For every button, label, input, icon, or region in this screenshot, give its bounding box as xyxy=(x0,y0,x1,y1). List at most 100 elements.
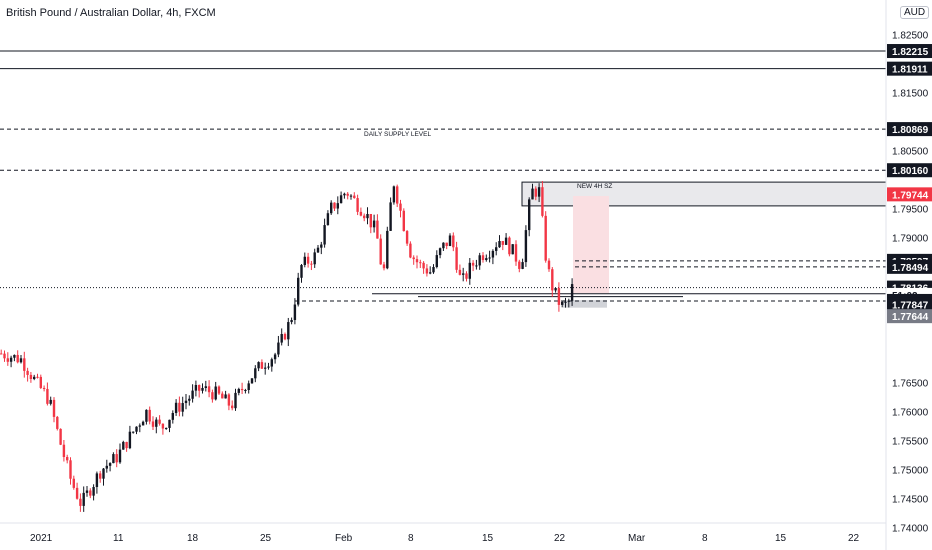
price-badge[interactable] xyxy=(887,187,932,202)
candle-body xyxy=(33,376,36,379)
candle-body xyxy=(92,487,95,496)
candle-body xyxy=(211,392,214,400)
candle-body xyxy=(174,402,178,413)
y-tick-label: 1.76500 xyxy=(892,379,929,390)
candle-body xyxy=(419,262,422,264)
candle-body xyxy=(518,261,521,269)
candle-body xyxy=(442,242,445,249)
candle-body xyxy=(191,390,194,399)
candle-body xyxy=(260,362,264,369)
y-tick-label: 1.79500 xyxy=(892,205,929,216)
candle-body xyxy=(72,478,75,488)
candle-body xyxy=(445,242,448,246)
candle-body xyxy=(458,269,462,275)
candle-body xyxy=(438,248,442,256)
candle-body xyxy=(168,419,171,428)
candle-body xyxy=(214,386,217,400)
candle-body xyxy=(465,273,468,279)
candle-body xyxy=(277,342,280,355)
candle-body xyxy=(386,230,389,269)
candle-body xyxy=(544,215,547,261)
candle-body xyxy=(250,378,254,384)
y-tick-label: 1.79000 xyxy=(892,234,929,245)
candle-body xyxy=(56,416,59,429)
candle-body xyxy=(528,199,531,231)
price-badge[interactable] xyxy=(887,309,932,324)
price-badge[interactable] xyxy=(887,297,932,312)
x-tick-label: 22 xyxy=(848,533,860,544)
candle-body xyxy=(23,358,26,371)
y-tick-label: 1.74000 xyxy=(892,524,929,535)
price-badge[interactable] xyxy=(887,122,932,137)
candle-body xyxy=(524,230,528,263)
candle-body xyxy=(128,431,132,449)
candle-body xyxy=(310,263,313,265)
candle-body xyxy=(293,304,297,320)
candle-body xyxy=(435,255,438,268)
candle-body xyxy=(29,374,33,379)
candle-body xyxy=(399,203,402,211)
price-badge-label: 1.78494 xyxy=(892,263,929,274)
x-tick-label: 8 xyxy=(408,533,414,544)
candle-body xyxy=(336,203,339,209)
candle-body xyxy=(376,220,379,239)
candle-body xyxy=(316,247,320,253)
price-badge[interactable] xyxy=(887,163,932,178)
candle-body xyxy=(198,385,201,391)
x-tick-label: Mar xyxy=(628,533,646,544)
candle-body xyxy=(36,376,39,378)
new-4h-sz-label: NEW 4H SZ xyxy=(577,183,612,190)
zone-new_4h_sz xyxy=(573,196,609,294)
price-badge-label: 1.79744 xyxy=(892,190,929,201)
price-badge-label: 1.80869 xyxy=(892,125,929,136)
candle-body xyxy=(99,473,102,479)
candle-body xyxy=(221,393,224,399)
candle-body xyxy=(165,427,168,429)
candle-body xyxy=(118,449,122,463)
y-tick-label: 1.81500 xyxy=(892,89,929,100)
x-tick-label: 22 xyxy=(554,533,566,544)
candle-body xyxy=(491,250,495,258)
candle-body xyxy=(508,237,511,255)
candle-body xyxy=(13,354,16,358)
candle-body xyxy=(561,302,564,305)
candle-body xyxy=(6,358,9,362)
x-tick-label: 25 xyxy=(260,533,272,544)
candle-body xyxy=(79,498,82,506)
candle-body xyxy=(273,354,277,360)
candle-body xyxy=(379,238,382,265)
candle-body xyxy=(534,188,537,197)
currency-badge[interactable]: AUD xyxy=(900,6,930,19)
candle-body xyxy=(204,386,207,388)
candle-body xyxy=(320,244,323,248)
candle-body xyxy=(389,202,392,231)
candle-body xyxy=(349,195,353,197)
candle-body xyxy=(402,210,405,232)
candle-body xyxy=(161,423,165,429)
candle-body xyxy=(557,288,561,305)
candle-body xyxy=(62,444,66,458)
candle-body xyxy=(148,409,151,422)
price-badge-label: 1.81911 xyxy=(892,65,928,76)
candle-body xyxy=(201,387,204,391)
candle-body xyxy=(264,367,267,369)
candle-body xyxy=(356,198,359,212)
x-tick-label: 15 xyxy=(775,533,787,544)
candle-body xyxy=(372,220,376,228)
candle-body xyxy=(485,258,488,261)
candle-body xyxy=(231,405,234,409)
candle-body xyxy=(270,359,273,367)
candle-body xyxy=(471,262,475,266)
candle-body xyxy=(541,187,544,216)
candle-body xyxy=(564,301,567,303)
candle-body xyxy=(455,247,458,270)
price-badge[interactable] xyxy=(887,44,932,59)
price-badge[interactable] xyxy=(887,259,932,274)
price-badge[interactable] xyxy=(887,61,932,76)
candle-body xyxy=(359,211,363,216)
candle-body xyxy=(26,370,29,375)
candle-body xyxy=(353,195,356,199)
candle-body xyxy=(75,487,79,499)
